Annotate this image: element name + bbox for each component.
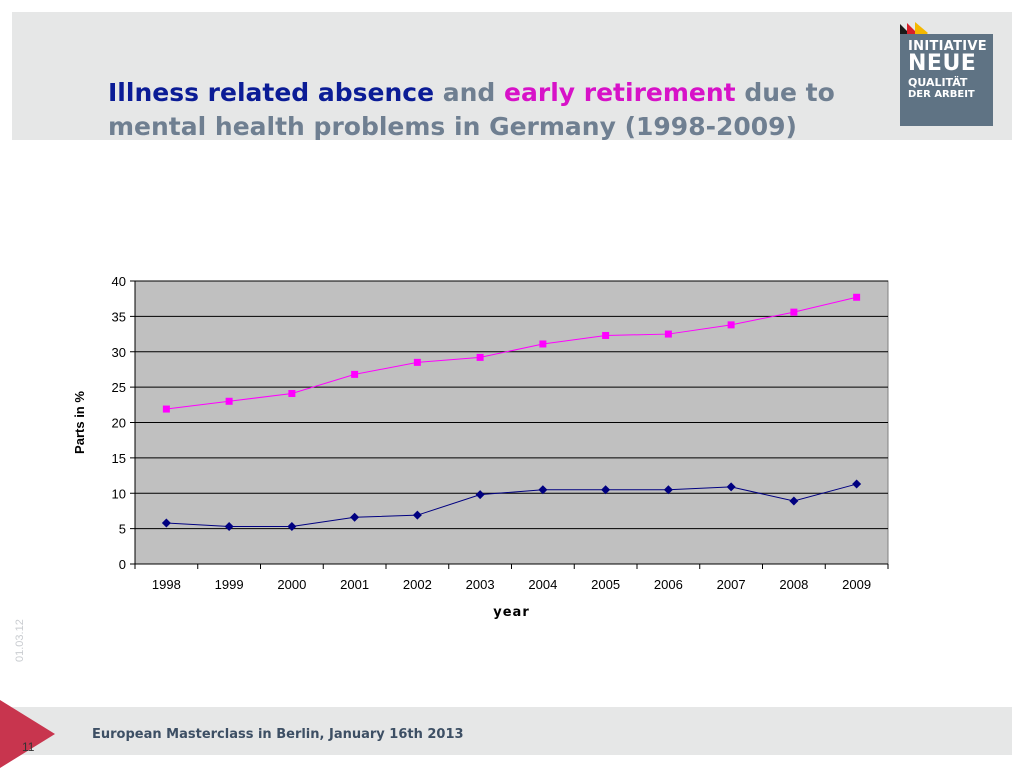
footer-band	[12, 707, 1012, 755]
data-point-square	[225, 397, 233, 405]
x-tick-label: 2008	[779, 577, 808, 592]
logo-text-qualitaet: QUALITÄT	[908, 76, 968, 89]
logo-text-der-arbeit: DER ARBEIT	[908, 89, 975, 100]
slide-number: 11	[22, 740, 35, 754]
footer-triangle-icon	[0, 700, 55, 768]
x-tick-label: 2001	[340, 577, 369, 592]
y-tick-label: 0	[119, 557, 126, 572]
x-tick-label: 2004	[528, 577, 557, 592]
x-axis-label: year	[493, 605, 529, 620]
data-point-diamond	[601, 485, 611, 495]
logo-text-neue: NEUE	[908, 51, 977, 76]
data-point-diamond	[538, 485, 548, 495]
y-tick-label: 30	[112, 345, 126, 360]
data-point-square	[351, 370, 359, 378]
data-point-square	[539, 340, 547, 348]
title-part-retirement: early retirement	[504, 78, 736, 107]
series-group	[161, 293, 862, 532]
data-point-square	[790, 308, 798, 316]
logo: INITIATIVE NEUE QUALITÄT DER ARBEIT	[900, 18, 993, 128]
data-point-square	[664, 330, 672, 338]
x-tick-label: 2000	[277, 577, 306, 592]
tick-labels: 0 5 10 15 20 25 30 35 40 1998 1999 2000 2001 2002 2003…	[112, 274, 872, 592]
x-tick-label: 2007	[717, 577, 746, 592]
y-tick-label: 25	[112, 380, 126, 395]
y-tick-label: 15	[112, 451, 126, 466]
page-title: Illness related absence and early retire…	[108, 76, 868, 144]
logo-box: INITIATIVE NEUE QUALITÄT DER ARBEIT	[900, 34, 993, 126]
data-point-square	[727, 321, 735, 329]
x-tick-label: 2009	[842, 577, 871, 592]
data-point-diamond	[412, 510, 422, 520]
data-point-diamond	[224, 522, 234, 532]
data-point-square	[413, 358, 421, 366]
y-tick-label: 10	[112, 486, 126, 501]
data-point-diamond	[350, 512, 360, 522]
x-tick-label: 1999	[215, 577, 244, 592]
data-point-square	[602, 331, 610, 339]
title-part-and: and	[434, 78, 505, 107]
data-point-square	[476, 353, 484, 361]
x-tick-label: 2006	[654, 577, 683, 592]
header-band	[12, 12, 1012, 140]
footer-text: European Masterclass in Berlin, January …	[92, 727, 464, 742]
data-point-diamond	[287, 522, 297, 532]
data-point-diamond	[663, 485, 673, 495]
chart: 0 5 10 15 20 25 30 35 40 1998 1999 2000 2001 2002 2003…	[72, 274, 889, 620]
y-tick-label: 40	[112, 274, 126, 289]
date-label: 01.03.12	[14, 619, 26, 662]
series-line-1	[166, 483, 857, 528]
x-tick-label: 2002	[403, 577, 432, 592]
title-part-rest: due to mental health problems in Germany…	[108, 78, 835, 141]
title-part-absence: Illness related absence	[108, 78, 435, 107]
data-point-square	[288, 389, 296, 397]
data-point-square	[853, 293, 861, 301]
data-point-diamond	[475, 490, 485, 500]
x-tick-label: 2005	[591, 577, 620, 592]
axes	[130, 280, 889, 569]
x-tick-label: 2003	[466, 577, 495, 592]
gridlines	[135, 280, 888, 530]
y-tick-label: 20	[112, 416, 126, 431]
x-tick-label: 1998	[152, 577, 181, 592]
data-point-diamond	[852, 479, 862, 489]
series-line-0	[166, 296, 857, 410]
logo-text-initiative: INITIATIVE	[908, 39, 987, 54]
y-tick-label: 35	[112, 309, 126, 324]
data-point-square	[162, 405, 170, 413]
data-point-diamond	[726, 482, 736, 492]
data-point-diamond	[789, 496, 799, 506]
y-axis-label: Parts in %	[72, 391, 87, 454]
y-tick-label: 5	[119, 522, 126, 537]
data-point-diamond	[161, 518, 171, 528]
